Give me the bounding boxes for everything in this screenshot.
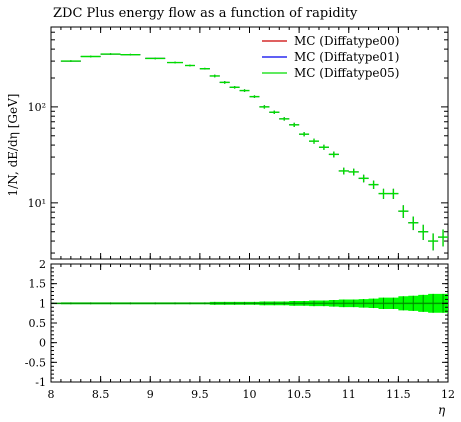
ratio-tick-label: -1 bbox=[35, 376, 46, 389]
x-tick-label: 8 bbox=[48, 388, 55, 401]
main-ticks: 10² 10¹ bbox=[28, 27, 449, 259]
legend-label: MC (Diffatype05) bbox=[294, 66, 399, 80]
legend: MC (Diffatype00) MC (Diffatype01) MC (Diff… bbox=[262, 34, 399, 80]
ratio-ticks: 2 1.5 1 0.5 0 -0.5 -1 bbox=[25, 258, 449, 389]
ratio-tick-label: 0.5 bbox=[29, 317, 47, 330]
legend-label: MC (Diffatype01) bbox=[294, 50, 399, 64]
x-tick-label: 8.5 bbox=[92, 388, 110, 401]
ratio-tick-label: 1 bbox=[39, 297, 46, 310]
y-tick-label: 10¹ bbox=[28, 197, 46, 210]
y-axis-label: 1/N, dE/dη [GeV] bbox=[6, 94, 20, 197]
x-tick-label: 10.5 bbox=[287, 388, 312, 401]
y-tick-label: 10² bbox=[28, 101, 46, 114]
ratio-tick-label: 1.5 bbox=[29, 278, 47, 291]
ratio-band bbox=[51, 293, 449, 313]
ratio-tick-label: -0.5 bbox=[25, 356, 46, 369]
x-tick-label: 11.5 bbox=[386, 388, 411, 401]
x-tick-label: 9.5 bbox=[191, 388, 209, 401]
chart-title: ZDC Plus energy flow as a function of ra… bbox=[53, 6, 358, 21]
x-tick-labels: 8 8.5 9 9.5 10 10.5 11 11.5 12 bbox=[48, 388, 456, 401]
x-tick-label: 11 bbox=[342, 388, 356, 401]
ratio-plot-frame bbox=[50, 263, 449, 383]
x-tick-label: 9 bbox=[147, 388, 154, 401]
ratio-tick-label: 0 bbox=[39, 337, 46, 350]
ratio-tick-label: 2 bbox=[39, 258, 46, 271]
x-tick-label: 12 bbox=[441, 388, 455, 401]
legend-label: MC (Diffatype00) bbox=[294, 34, 399, 48]
ratio-plot: 2 1.5 1 0.5 0 -0.5 -1 bbox=[25, 258, 449, 389]
main-points bbox=[60, 53, 448, 251]
x-axis-label: η bbox=[438, 403, 446, 417]
x-tick-label: 10 bbox=[243, 388, 257, 401]
